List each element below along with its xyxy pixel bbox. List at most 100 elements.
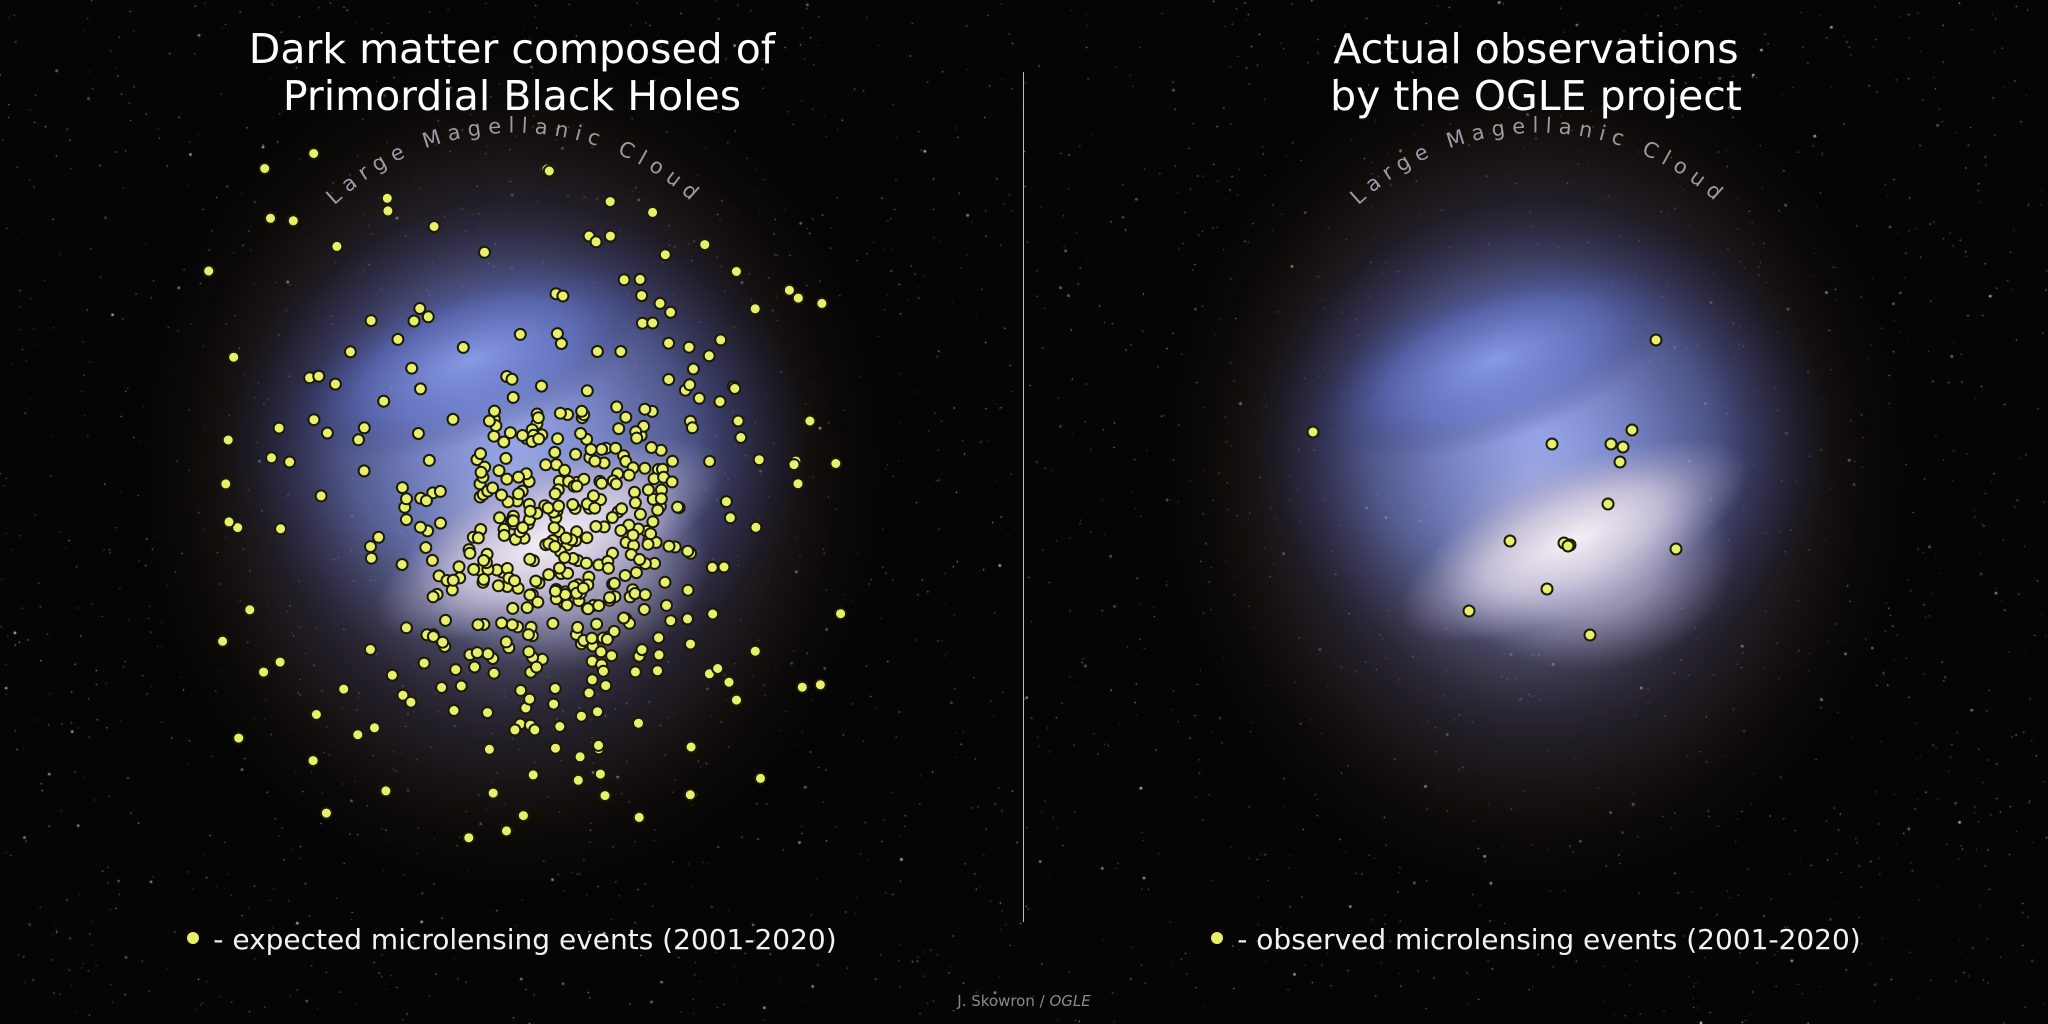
- event-marker: [754, 771, 767, 785]
- event-marker: [495, 488, 508, 502]
- event-marker: [462, 831, 476, 845]
- event-marker: [364, 551, 378, 565]
- event-marker: [274, 522, 288, 536]
- event-marker: [612, 422, 626, 436]
- event-marker: [681, 544, 695, 558]
- event-marker: [446, 573, 460, 587]
- event-marker: [487, 666, 501, 680]
- event-marker: [658, 248, 672, 262]
- galaxy-arm: [289, 260, 651, 460]
- event-marker: [592, 738, 605, 752]
- event-marker: [434, 516, 447, 530]
- event-marker: [446, 412, 460, 426]
- event-marker: [328, 377, 342, 391]
- event-marker: [273, 655, 287, 669]
- event-marker: [486, 481, 500, 495]
- event-marker: [638, 461, 652, 475]
- event-marker: [541, 501, 555, 515]
- event-marker: [644, 441, 658, 454]
- event-marker: [491, 579, 505, 593]
- event-marker: [1561, 539, 1575, 553]
- event-marker: [343, 345, 357, 359]
- event-marker: [654, 492, 668, 506]
- event-marker: [427, 220, 441, 233]
- event-marker: [590, 345, 604, 358]
- event-marker: [548, 584, 562, 598]
- event-marker: [470, 646, 484, 660]
- event-marker: [474, 447, 487, 461]
- event-marker: [706, 607, 720, 621]
- event-marker: [508, 723, 522, 737]
- event-marker: [547, 697, 561, 711]
- event-marker: [641, 537, 655, 551]
- event-marker: [629, 566, 643, 580]
- left-title: Dark matter composed of Primordial Black…: [0, 26, 1024, 120]
- event-marker: [454, 679, 468, 693]
- event-marker: [539, 458, 553, 472]
- event-marker: [546, 616, 560, 630]
- event-marker: [395, 558, 409, 571]
- event-marker: [599, 679, 613, 693]
- event-marker: [683, 788, 697, 802]
- event-marker: [580, 531, 594, 545]
- event-marker: [227, 350, 241, 364]
- event-marker: [684, 740, 698, 754]
- right-title-line2: by the OGLE project: [1330, 72, 1742, 120]
- event-marker: [685, 421, 699, 435]
- event-marker: [529, 574, 543, 588]
- right-title: Actual observations by the OGLE project: [1024, 26, 2048, 120]
- event-marker: [553, 406, 567, 420]
- event-marker: [364, 314, 378, 328]
- event-marker: [499, 451, 513, 465]
- event-marker: [407, 314, 421, 328]
- event-marker: [574, 427, 588, 440]
- event-marker: [603, 229, 617, 243]
- event-marker: [531, 411, 545, 425]
- event-marker: [681, 583, 695, 597]
- event-marker: [433, 484, 447, 498]
- event-marker: [633, 553, 647, 566]
- event-marker: [506, 601, 520, 615]
- event-marker: [499, 635, 513, 649]
- event-marker: [426, 630, 440, 643]
- event-marker: [728, 382, 742, 395]
- event-marker: [622, 468, 636, 482]
- event-marker: [307, 413, 321, 427]
- event-marker: [683, 378, 697, 392]
- event-marker: [380, 191, 394, 205]
- event-marker: [594, 645, 608, 659]
- event-marker: [633, 272, 647, 286]
- event-marker: [589, 235, 603, 249]
- event-marker: [522, 645, 536, 659]
- event-marker: [558, 551, 572, 564]
- event-marker: [556, 289, 570, 303]
- event-marker: [628, 485, 641, 499]
- event-marker: [1545, 437, 1559, 451]
- event-marker: [614, 524, 628, 537]
- event-marker: [523, 588, 537, 602]
- event-marker: [635, 289, 649, 303]
- event-marker: [615, 502, 629, 516]
- event-marker: [664, 614, 678, 628]
- event-marker: [1462, 604, 1476, 618]
- event-marker: [593, 767, 607, 781]
- event-marker: [815, 296, 829, 310]
- event-marker: [671, 500, 685, 514]
- event-marker: [477, 572, 491, 586]
- event-marker: [662, 373, 676, 386]
- event-marker: [571, 773, 585, 787]
- event-marker: [481, 647, 495, 661]
- event-marker: [734, 431, 748, 444]
- event-marker: [575, 404, 589, 418]
- right-title-line1: Actual observations: [1333, 25, 1739, 73]
- event-marker: [714, 333, 728, 347]
- event-marker: [492, 464, 506, 478]
- event-marker: [553, 561, 566, 575]
- event-marker: [596, 664, 610, 678]
- expected-events-markers: [202, 147, 848, 845]
- event-marker: [618, 569, 632, 582]
- event-marker: [686, 362, 700, 376]
- event-marker: [426, 590, 440, 604]
- event-marker: [684, 637, 697, 651]
- event-marker: [605, 649, 619, 663]
